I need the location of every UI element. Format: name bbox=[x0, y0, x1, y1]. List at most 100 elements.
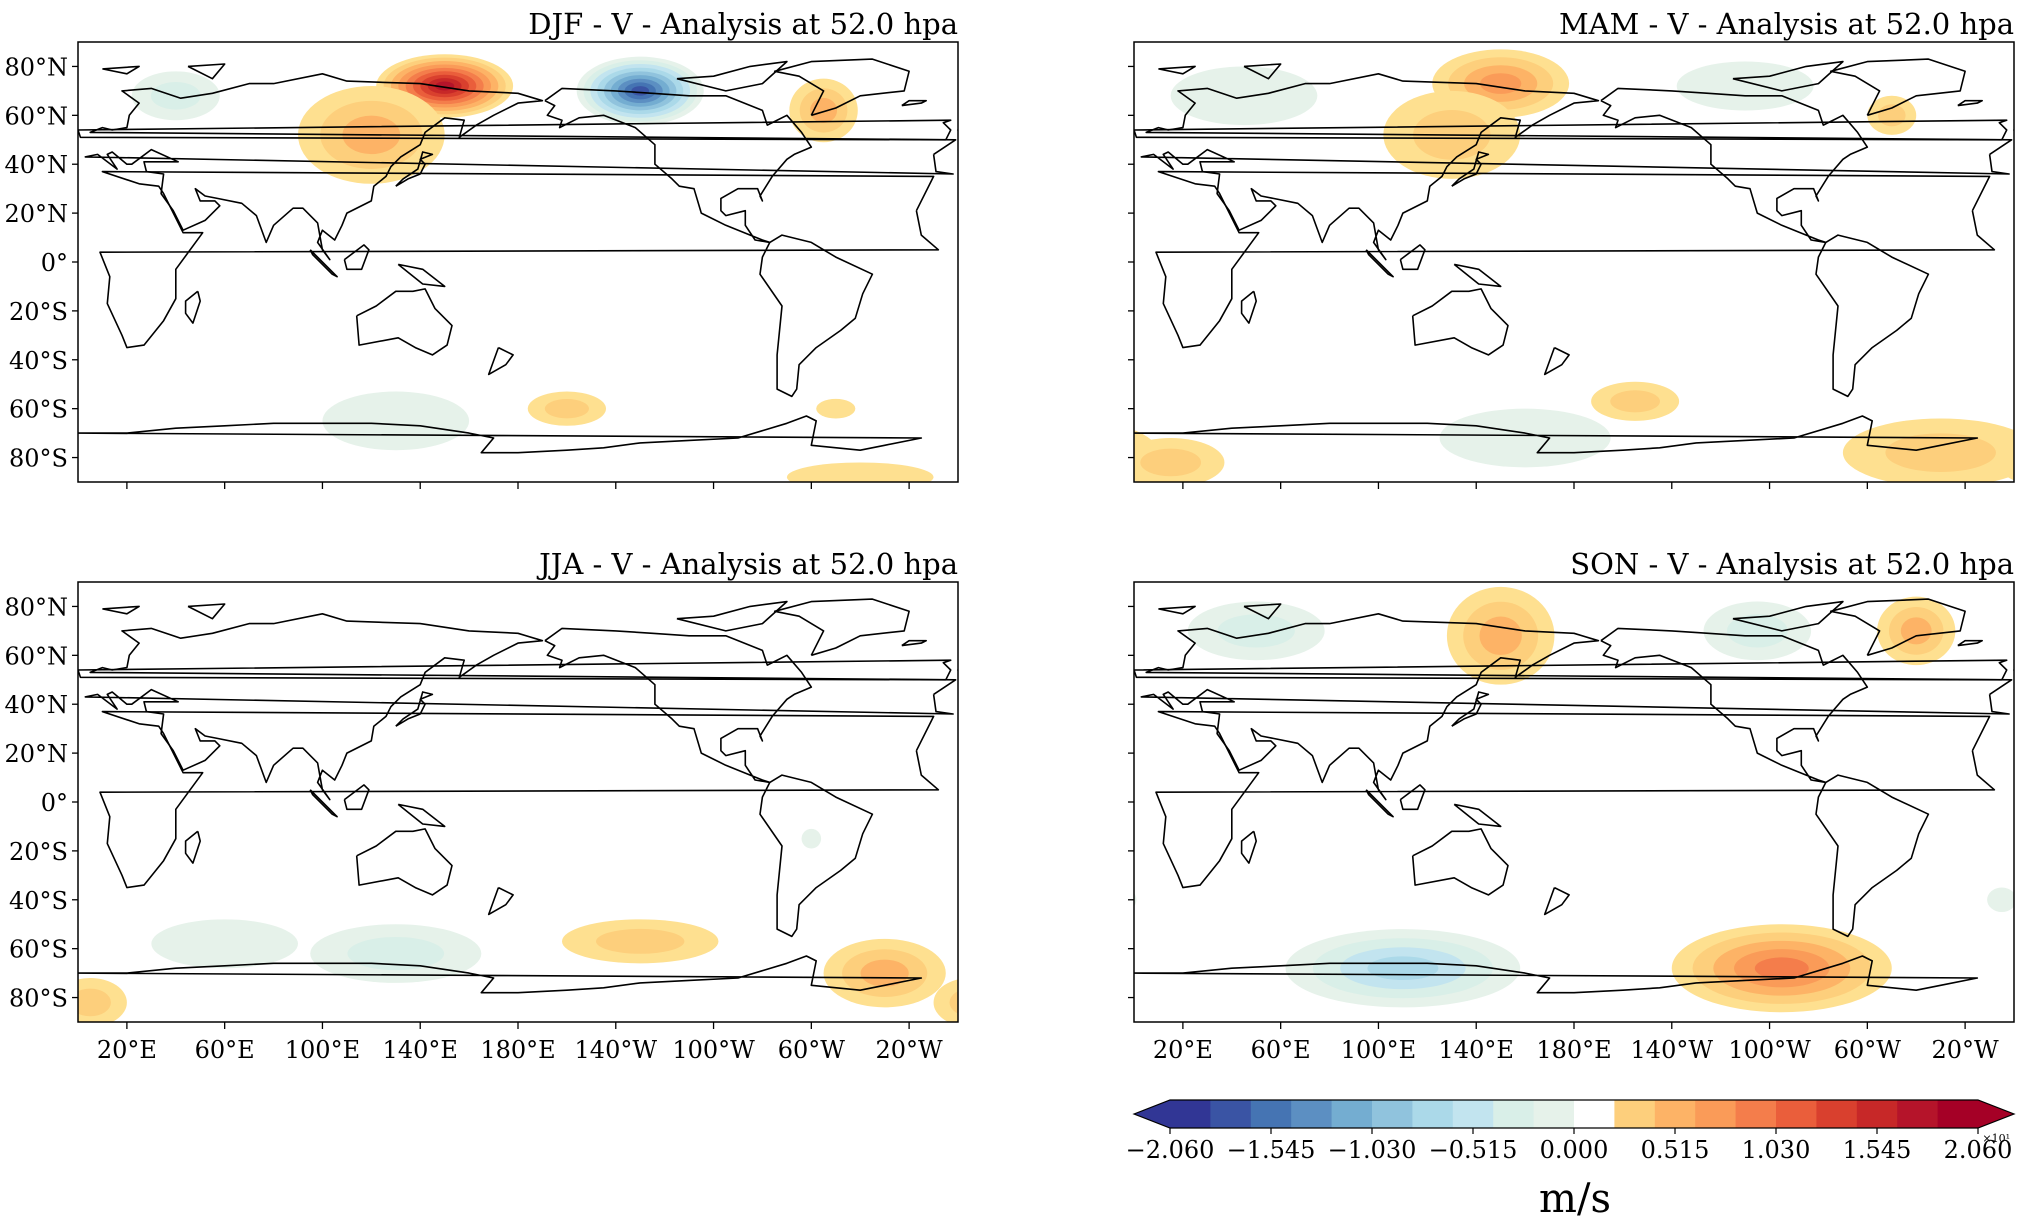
coastline-segment bbox=[2013, 669, 2014, 673]
coastline-segment bbox=[2021, 614, 2025, 800]
colorbar-swatch bbox=[1170, 1100, 1211, 1128]
colorbar: −2.060 −1.545 −1.030 −0.515 0.000 0.515 1.030 1… bbox=[1126, 1099, 2016, 1222]
longitude-axis bbox=[126, 482, 910, 489]
colorbar-ticks: −2.060 −1.545 −1.030 −0.515 0.000 0.515 1.030 1… bbox=[1126, 1128, 2012, 1164]
contour-level bbox=[1885, 433, 1996, 473]
coastline-segment bbox=[1158, 605, 1196, 615]
lon-tick-label: 100°W bbox=[672, 1036, 755, 1064]
lon-tick-label: 20°W bbox=[876, 1036, 944, 1064]
contour-level bbox=[1021, 617, 1052, 644]
contour-level bbox=[1170, 66, 1318, 126]
coastline-segment bbox=[187, 603, 226, 620]
contour-level bbox=[1479, 73, 1522, 94]
negative-anomaly bbox=[151, 919, 298, 969]
coastline-segment bbox=[1134, 119, 2008, 141]
coastline-segment bbox=[901, 99, 927, 107]
lat-tick-label: 40°S bbox=[9, 887, 68, 915]
coastline-segment bbox=[1134, 955, 1979, 994]
coastline-segment bbox=[2021, 74, 2025, 260]
coastline-segment bbox=[1068, 604, 1105, 619]
coastline-segment bbox=[1399, 244, 1426, 271]
positive-anomaly bbox=[1134, 438, 2014, 482]
contour-level bbox=[933, 979, 958, 1022]
contour-level bbox=[1479, 616, 1522, 656]
lon-tick-label: 20°E bbox=[1153, 1036, 1213, 1064]
contour-level bbox=[786, 462, 934, 482]
contour-level bbox=[631, 86, 650, 96]
contour-level bbox=[1439, 408, 1611, 468]
coastline-segment bbox=[1240, 830, 1257, 864]
colorbar-swatch bbox=[1695, 1100, 1737, 1128]
coastline bbox=[78, 598, 1105, 994]
coastline-segment bbox=[1732, 60, 1844, 92]
coastline-segment bbox=[1451, 691, 1490, 727]
contour-level bbox=[0, 960, 29, 987]
colorbar-extend-min bbox=[1134, 1100, 1170, 1128]
contour-level bbox=[860, 959, 909, 987]
coastline-segment bbox=[2013, 129, 2014, 133]
lon-tick-label: 140°E bbox=[1439, 1036, 1514, 1064]
coastline-segment bbox=[78, 415, 923, 454]
coastline-segment bbox=[1365, 789, 1394, 818]
contour-level bbox=[1140, 448, 1202, 477]
map-panel-jja: JJA - V - Analysis at 52.0 hpa 80°N 60°N 4… bbox=[0, 547, 1105, 1064]
coastline-segment bbox=[676, 600, 788, 632]
lon-tick-label: 140°E bbox=[383, 1036, 458, 1064]
colorbar-tick-label: −2.060 bbox=[1126, 1136, 1215, 1164]
contour-level bbox=[1754, 957, 1809, 980]
coastline-segment bbox=[1066, 291, 1081, 323]
lon-tick-label: 100°E bbox=[1341, 1036, 1416, 1064]
negative-anomaly bbox=[801, 828, 822, 849]
lat-tick-label: 40°N bbox=[4, 151, 68, 179]
coastline-segment bbox=[1600, 87, 1869, 244]
contour-level bbox=[949, 991, 958, 1014]
colorbar-swatch bbox=[1291, 1100, 1333, 1128]
negative-anomaly bbox=[1285, 929, 1521, 1008]
coastline-segment bbox=[395, 151, 434, 187]
negative-anomaly bbox=[1170, 66, 1318, 126]
negative-anomaly bbox=[576, 56, 704, 126]
coastline-segment bbox=[676, 60, 788, 92]
lon-tick-label: 20°W bbox=[1932, 1036, 2000, 1064]
colorbar-swatch bbox=[1493, 1100, 1535, 1128]
coastline-segment bbox=[102, 65, 140, 75]
lat-tick-label: 60°S bbox=[9, 936, 68, 964]
coastline-segment bbox=[1134, 415, 1979, 454]
positive-anomaly bbox=[562, 919, 719, 964]
lon-tick-label: 140°W bbox=[1631, 1036, 1714, 1064]
coastline bbox=[1078, 58, 2025, 454]
positive-anomaly bbox=[1671, 924, 1892, 1013]
coastline-segment bbox=[1815, 774, 1930, 938]
coastline-segment bbox=[759, 774, 874, 938]
coastline-segment bbox=[1829, 58, 1966, 117]
coastline-segment bbox=[99, 170, 940, 349]
coastline-segment bbox=[99, 710, 940, 889]
coastline-segment bbox=[397, 263, 446, 288]
coastline-segment bbox=[78, 955, 923, 994]
colorbar-swatch bbox=[1210, 1100, 1252, 1128]
colorbar-tick-label: 0.000 bbox=[1540, 1136, 1609, 1164]
colorbar-swatch bbox=[1331, 1100, 1373, 1128]
coastline-segment bbox=[184, 830, 201, 864]
lat-tick-label: 80°N bbox=[4, 53, 68, 81]
coastline-segment bbox=[184, 290, 201, 324]
positive-anomaly bbox=[376, 54, 514, 118]
coastline-segment bbox=[1078, 101, 1102, 106]
coastline-segment bbox=[1957, 99, 1983, 107]
coastline-segment bbox=[1732, 600, 1844, 632]
lon-tick-label: 100°W bbox=[1728, 1036, 1811, 1064]
coastline-segment bbox=[343, 784, 370, 811]
colorbar-swatch bbox=[1856, 1100, 1898, 1128]
coastline-segment bbox=[1155, 170, 1996, 349]
map-panel-son: SON - V - Analysis at 52.0 hpa 20°E 60°E 1… bbox=[1021, 547, 2025, 1064]
positive-anomaly bbox=[786, 462, 934, 482]
lon-tick-label: 180°E bbox=[1536, 1036, 1611, 1064]
lat-tick-label: 40°S bbox=[9, 347, 68, 375]
lat-tick-label: 80°N bbox=[4, 593, 68, 621]
coastline-segment bbox=[1243, 603, 1282, 620]
colorbar-swatch bbox=[1614, 1100, 1656, 1128]
contour-level bbox=[1610, 390, 1660, 413]
lon-tick-label: 140°W bbox=[575, 1036, 658, 1064]
coastline-segment bbox=[1158, 65, 1196, 75]
colorbar-tick-label: 0.515 bbox=[1641, 1136, 1710, 1164]
